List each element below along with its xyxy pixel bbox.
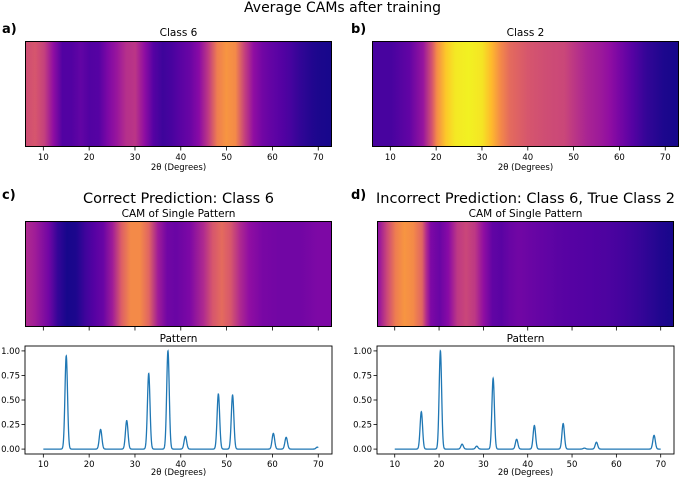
panel-label-b: b) bbox=[351, 22, 367, 37]
panel-b-title: Class 2 bbox=[506, 27, 545, 39]
cam-heatmap-class-6 bbox=[25, 41, 332, 147]
x-axis-a: 10 20 30 40 50 60 70 bbox=[38, 147, 324, 163]
cam-heatmap-single-c bbox=[25, 221, 332, 327]
x-tick-label: 20 bbox=[431, 153, 442, 163]
y-tick-label: 0.00 bbox=[1, 445, 20, 455]
x-tick-label: 40 bbox=[522, 153, 533, 163]
x-tick-label: 20 bbox=[434, 460, 445, 470]
x-tick-label: 20 bbox=[84, 153, 95, 163]
y-tick-label: 0.25 bbox=[1, 421, 20, 431]
panel-d-cam-title: CAM of Single Pattern bbox=[468, 208, 583, 220]
x-tick-label: 60 bbox=[611, 460, 622, 470]
y-tick-label: 0.50 bbox=[1, 396, 20, 406]
y-tick-label: 0.75 bbox=[1, 371, 20, 381]
x-tick-label: 60 bbox=[614, 153, 625, 163]
x-tick-label: 10 bbox=[38, 153, 49, 163]
x-tick-label: 70 bbox=[313, 153, 324, 163]
x-tick-label: 60 bbox=[267, 153, 278, 163]
x-tick-label: 20 bbox=[84, 460, 95, 470]
y-tick-label: 1.00 bbox=[1, 347, 20, 357]
x-axis-label-b: 2θ (Degrees) bbox=[497, 163, 554, 173]
x-tick-label: 50 bbox=[221, 460, 232, 470]
panel-label-d: d) bbox=[351, 188, 367, 203]
panel-c-cam-title: CAM of Single Pattern bbox=[121, 208, 236, 220]
x-tick-label: 70 bbox=[660, 153, 671, 163]
panel-d-heading: Incorrect Prediction: Class 6, True Clas… bbox=[376, 191, 675, 207]
x-tick-label: 30 bbox=[478, 460, 489, 470]
x-axis-label-c: 2θ (Degrees) bbox=[150, 468, 207, 478]
y-tick-label: 1.00 bbox=[353, 347, 372, 357]
x-axis-label-d: 2θ (Degrees) bbox=[497, 468, 554, 478]
pattern-plot-c: 0.00 0.25 0.50 0.75 1.00 10 20 30 40 50 60 70 bbox=[1, 345, 333, 470]
panel-c-heading: Correct Prediction: Class 6 bbox=[82, 191, 275, 207]
pattern-series-line bbox=[43, 349, 319, 450]
x-tick-label: 40 bbox=[175, 460, 186, 470]
x-tick-label: 60 bbox=[267, 460, 278, 470]
x-tick-label: 10 bbox=[38, 460, 49, 470]
panel-c-pattern-title: Pattern bbox=[159, 333, 198, 345]
y-tick-label: 0.00 bbox=[353, 445, 372, 455]
x-tick-label: 70 bbox=[655, 460, 666, 470]
x-tick-label: 30 bbox=[130, 460, 141, 470]
figure-title: Average CAMs after training bbox=[244, 0, 441, 16]
x-tick-label: 30 bbox=[130, 153, 141, 163]
x-tick-label: 40 bbox=[522, 460, 533, 470]
pattern-series-line bbox=[394, 349, 661, 450]
x-axis-b: 10 20 30 40 50 60 70 bbox=[385, 147, 671, 163]
plot-frame bbox=[376, 345, 675, 455]
x-tick-label: 50 bbox=[568, 153, 579, 163]
y-tick-label: 0.25 bbox=[353, 421, 372, 431]
x-tick-label: 10 bbox=[385, 153, 396, 163]
panel-a-title: Class 6 bbox=[159, 27, 198, 39]
panel-d-pattern-title: Pattern bbox=[506, 333, 545, 345]
x-tick-label: 50 bbox=[567, 460, 578, 470]
panel-label-a: a) bbox=[2, 22, 17, 37]
y-tick-label: 0.50 bbox=[353, 396, 372, 406]
cam-heatmap-class-2 bbox=[372, 41, 679, 147]
panel-label-c: c) bbox=[2, 188, 16, 203]
cam-heatmap-single-d bbox=[377, 221, 674, 327]
x-ticks-heatmap-c bbox=[42, 327, 319, 331]
x-ticks-heatmap-d bbox=[394, 327, 662, 331]
x-tick-label: 10 bbox=[389, 460, 400, 470]
x-tick-label: 30 bbox=[477, 153, 488, 163]
x-tick-label: 70 bbox=[313, 460, 324, 470]
x-tick-label: 40 bbox=[175, 153, 186, 163]
x-tick-label: 50 bbox=[221, 153, 232, 163]
y-tick-label: 0.75 bbox=[353, 371, 372, 381]
x-axis-label-a: 2θ (Degrees) bbox=[150, 163, 207, 173]
pattern-plot-d: 0.00 0.25 0.50 0.75 1.00 10 20 30 40 50 60 70 bbox=[353, 345, 675, 470]
